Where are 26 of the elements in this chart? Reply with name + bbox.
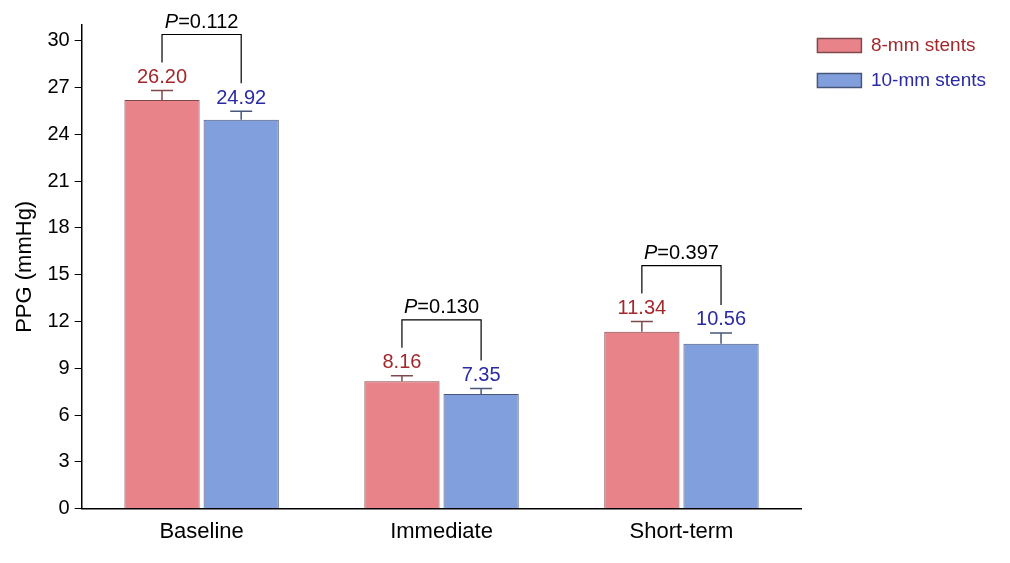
y-tick-label: 3 — [58, 449, 70, 472]
data-label: 7.35 — [461, 363, 501, 385]
y-tick-label: 12 — [47, 308, 70, 331]
annotation: P=0.397 — [643, 241, 719, 264]
x-tick-label: Immediate — [390, 517, 493, 543]
legend-label: 8-mm stents — [870, 33, 976, 55]
y-tick-label: 6 — [58, 402, 70, 425]
y-tick-label: 24 — [47, 121, 70, 144]
y-axis-title: PPG (mmHg) — [11, 200, 37, 333]
y-tick-label: 15 — [47, 262, 70, 285]
data-label: 24.92 — [216, 85, 267, 108]
x-tick-label: Short-term — [629, 517, 734, 543]
y-tick-label: 9 — [58, 355, 70, 378]
data-label: 11.34 — [617, 296, 667, 319]
data-label: 10.56 — [696, 307, 747, 330]
annotation: P=0.130 — [404, 295, 480, 318]
x-tick-label: Baseline — [159, 517, 244, 543]
y-tick-label: 30 — [47, 28, 70, 51]
y-tick-label: 21 — [47, 168, 70, 191]
data-label: 26.20 — [136, 65, 188, 88]
legend-label: 10-mm stents — [870, 68, 987, 90]
y-tick-label: 0 — [58, 496, 70, 519]
annotation: P=0.112 — [164, 10, 239, 33]
data-label: 8.16 — [382, 350, 422, 373]
y-tick-label: 18 — [47, 215, 70, 238]
y-tick-label: 27 — [47, 74, 70, 97]
